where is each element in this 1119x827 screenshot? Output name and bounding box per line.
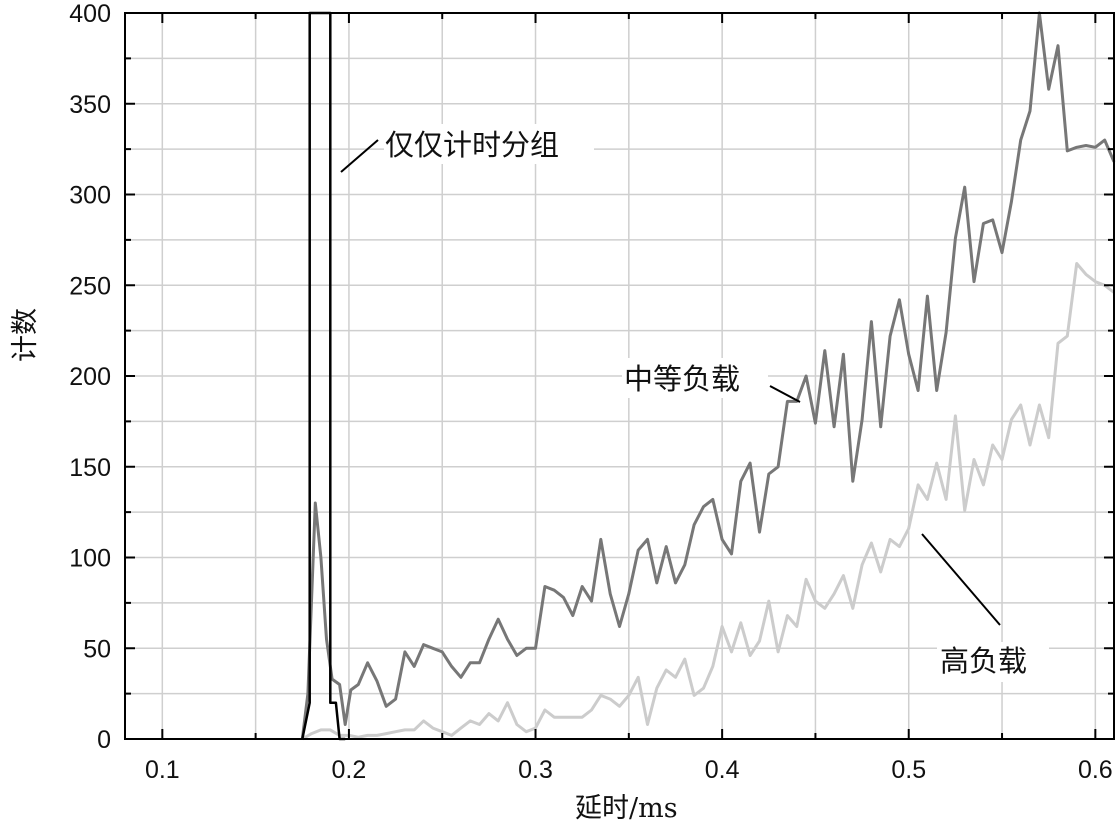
x-tick-label: 0.2 [332,756,367,784]
series-line-medium-load [300,11,1116,740]
y-tick-label: 0 [97,726,111,754]
y-tick-label: 150 [69,454,111,482]
annotation-bg-timing [384,124,594,164]
y-tick-label: 200 [69,363,111,391]
y-tick-label: 400 [69,0,111,28]
series-line-high-load [301,262,1115,741]
y-tick-label: 50 [83,635,111,663]
x-tick-label: 0.6 [1078,756,1113,784]
annotation-leader-high [921,533,1001,626]
y-axis-label: 计数 [10,308,41,362]
grid-lines [125,13,1114,739]
annotation-timing-only: 仅仅计时分组 [385,128,559,162]
annotation-bg-medium [622,358,768,398]
x-tick-label: 0.4 [705,756,740,784]
y-tick-label: 250 [69,272,111,300]
annotation-medium-load: 中等负载 [624,362,740,396]
x-tick-label: 0.1 [145,756,180,784]
annotation-leader-medium [769,385,801,403]
annotation-high-load: 高负载 [940,644,1027,678]
annotation-leader-timing [340,139,379,173]
annotation-bg-high [937,642,1049,682]
y-tick-label: 100 [69,545,111,573]
tick-labels: 0.1 0.2 0.3 0.4 0.5 0.6 0 50 100 150 200 250 300 350 4… [69,0,1112,784]
axis-ticks [125,12,1114,740]
y-tick-label: 300 [69,182,111,210]
x-axis-label: 延时/ms [575,793,678,824]
x-tick-label: 0.5 [891,756,926,784]
x-tick-label: 0.3 [518,756,553,784]
y-tick-label: 350 [69,91,111,119]
